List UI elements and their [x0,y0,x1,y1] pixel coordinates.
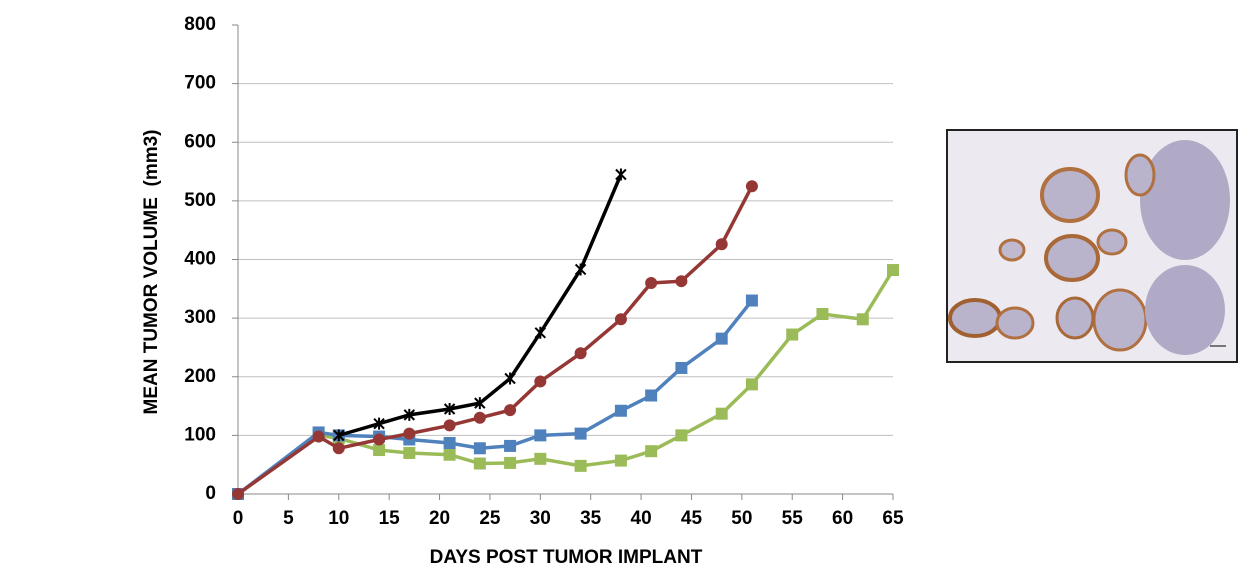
x-tick-label: 35 [580,508,602,529]
x-tick-label: 50 [731,508,752,529]
y-tick-label: 400 [184,249,216,270]
marker [575,428,587,440]
marker [675,362,687,374]
marker [887,264,899,276]
x-tick-label: 5 [283,508,294,529]
marker [534,429,546,441]
marker [373,444,385,456]
x-tick-label: 15 [379,508,401,529]
y-tick-label: 200 [184,366,216,387]
marker [645,277,657,289]
marker [474,458,486,470]
marker [373,433,385,445]
marker [313,431,325,443]
marker [816,308,828,320]
marker [505,373,515,385]
y-tick-label: 0 [205,483,216,504]
marker [534,375,546,387]
marker [615,455,627,467]
x-axis-label: DAYS POST TUMOR IMPLANT [430,547,703,568]
marker [746,295,758,307]
marker [675,429,687,441]
marker [403,428,415,440]
marker [232,488,244,500]
x-tick-label: 45 [681,508,703,529]
marker [474,442,486,454]
marker [504,440,516,452]
marker [333,442,345,454]
marker [444,449,456,461]
y-tick-label: 800 [184,14,216,35]
marker [716,238,728,250]
series-line [238,270,893,494]
series-line [238,301,752,494]
marker [575,347,587,359]
x-tick-label: 0 [233,508,244,529]
marker [575,460,587,472]
marker [615,313,627,325]
x-tick-label: 60 [832,508,853,529]
marker [746,180,758,192]
marker [675,275,687,287]
x-tick-label: 65 [882,508,904,529]
marker [616,168,626,180]
y-tick-label: 500 [184,190,216,211]
x-tick-label: 40 [631,508,652,529]
tissue-image [947,130,1237,362]
y-tick-label: 700 [184,73,216,94]
y-tick-label: 100 [184,424,216,445]
marker [746,378,758,390]
marker [615,405,627,417]
x-tick-label: 30 [530,508,551,529]
x-tick-label: 25 [479,508,501,529]
chart: DAYS POST TUMOR IMPLANT MEAN TUMOR VOLUM… [0,0,1238,572]
marker [645,390,657,402]
marker [535,327,545,339]
marker [645,445,657,457]
marker [857,313,869,325]
y-axis-label: MEAN TUMOR VOLUME (mm3) [141,130,162,415]
y-tick-label: 600 [184,131,216,152]
marker [504,404,516,416]
marker [576,263,586,275]
marker [716,408,728,420]
marker [403,447,415,459]
marker [444,437,456,449]
marker [786,329,798,341]
marker [474,412,486,424]
x-tick-label: 10 [328,508,349,529]
x-tick-label: 55 [782,508,804,529]
marker [444,419,456,431]
marker [534,453,546,465]
y-tick-label: 300 [184,307,216,328]
x-tick-label: 20 [429,508,450,529]
marker [504,457,516,469]
marker [716,333,728,345]
series-line [339,174,621,435]
